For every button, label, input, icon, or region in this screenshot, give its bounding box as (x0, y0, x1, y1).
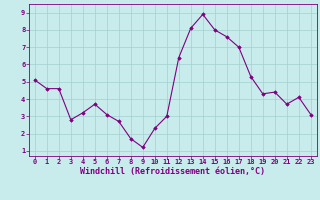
X-axis label: Windchill (Refroidissement éolien,°C): Windchill (Refroidissement éolien,°C) (80, 167, 265, 176)
